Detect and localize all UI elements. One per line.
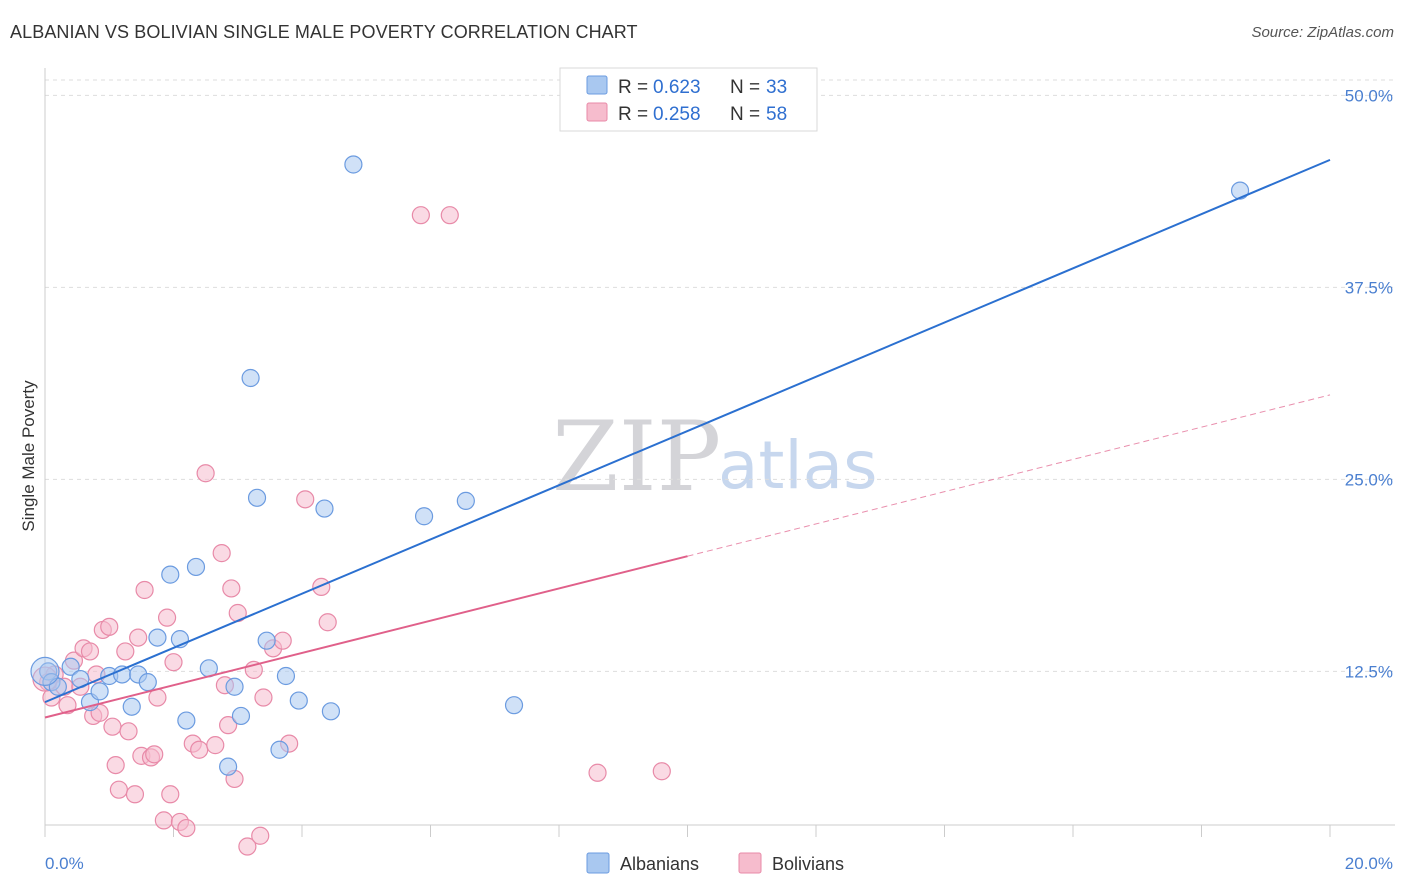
albanian-points (30, 155, 1250, 776)
legend-r-value-bolivians: 0.258 (653, 104, 701, 125)
legend-r-value-albanians: 0.623 (653, 77, 701, 98)
bolivian-trend-extension (687, 394, 1331, 557)
bolivian-trend-line (44, 555, 688, 719)
bolivian-point (103, 717, 122, 736)
bottom-legend-swatch-bolivians (738, 852, 762, 874)
bolivian-point (154, 811, 173, 830)
albanian-point (231, 706, 251, 726)
bottom-legend-albanians: Albanians (620, 854, 699, 874)
bolivian-point (273, 631, 292, 650)
legend-n-label-albanians: N = (730, 77, 760, 98)
x-tick-labels: 0.0% 20.0% (45, 854, 1393, 873)
bolivian-point (206, 736, 225, 755)
x-tick-label: 20.0% (1345, 854, 1393, 873)
bolivian-point (312, 577, 331, 597)
bolivian-point (135, 580, 154, 600)
legend-n-label-bolivians: N = (730, 104, 760, 125)
albanian-point (90, 682, 109, 701)
source-label: Source: ZipAtlas.com (1251, 24, 1394, 41)
bolivian-point (251, 826, 270, 845)
albanian-point (122, 697, 141, 716)
y-tick-label: 25.0% (1345, 470, 1393, 489)
albanian-point (1230, 181, 1250, 200)
bolivian-point (222, 579, 241, 598)
bolivian-point (116, 642, 135, 661)
bolivian-point (145, 745, 164, 764)
bolivian-point (190, 740, 209, 759)
bolivian-point (58, 696, 77, 715)
bolivian-point (652, 762, 671, 781)
bottom-legend-swatch-albanians (586, 852, 610, 874)
bolivian-point (109, 780, 128, 799)
legend-swatch-albanians (586, 75, 608, 95)
chart-title: ALBANIAN VS BOLIVIAN SINGLE MALE POVERTY… (10, 22, 638, 42)
albanian-point (315, 499, 334, 518)
albanian-point (219, 757, 238, 776)
legend-n-value-albanians: 33 (766, 77, 787, 98)
albanian-point (161, 565, 180, 584)
bottom-legend-bolivians: Bolivians (772, 854, 844, 874)
albanian-point (257, 631, 276, 650)
albanian-point (504, 696, 524, 715)
legend-swatch-bolivians (586, 102, 608, 122)
albanian-point (247, 488, 267, 507)
albanian-point (414, 507, 434, 526)
y-tick-label: 37.5% (1345, 278, 1393, 297)
legend-r-label-bolivians: R = (618, 104, 648, 125)
correlation-legend: R = 0.623 N = 33 R = 0.258 N = 58 (559, 67, 818, 132)
bolivian-points (32, 206, 671, 856)
bolivian-point (212, 544, 231, 563)
albanian-point (186, 557, 206, 577)
bolivian-point (296, 490, 315, 509)
watermark-zip: ZIP (552, 401, 721, 513)
albanian-point (61, 657, 80, 676)
bolivian-point (219, 716, 238, 735)
bolivian-point (177, 818, 196, 838)
legend-n-value-bolivians: 58 (766, 104, 787, 125)
albanian-point (344, 155, 363, 174)
albanian-point (289, 691, 308, 710)
bolivian-point (238, 837, 257, 856)
albanian-point (177, 711, 196, 730)
y-axis-label: Single Male Poverty (19, 380, 38, 532)
watermark-atlas: atlas (718, 427, 878, 504)
albanian-point (148, 628, 167, 647)
x-tick-label: 0.0% (45, 854, 84, 873)
albanian-point (276, 666, 296, 686)
bolivian-point (440, 206, 459, 225)
albanian-point (138, 673, 157, 692)
bolivian-point (80, 642, 100, 661)
bolivian-point (129, 628, 148, 647)
bolivian-point (161, 785, 180, 804)
trend-lines (44, 158, 1331, 719)
bolivian-point (254, 688, 273, 707)
bolivian-point (196, 464, 215, 483)
albanian-point (456, 491, 475, 510)
bolivian-point (157, 608, 177, 627)
legend-r-label-albanians: R = (618, 77, 648, 98)
bolivian-point (318, 613, 337, 632)
bolivian-point (119, 722, 138, 741)
albanian-point (321, 702, 341, 721)
bolivian-point (588, 763, 607, 782)
albanian-point (241, 368, 260, 388)
bolivian-point (106, 755, 125, 775)
albanian-trend-line (44, 158, 1331, 704)
y-tick-label: 50.0% (1345, 86, 1393, 105)
bolivian-point (164, 653, 183, 672)
y-tick-labels: 12.5% 25.0% 37.5% 50.0% (1345, 86, 1393, 681)
series-legend: Albanians Bolivians (586, 852, 844, 874)
albanian-point-cluster (30, 656, 60, 686)
bolivian-point (411, 206, 430, 225)
y-tick-label: 12.5% (1345, 662, 1393, 681)
albanian-point (270, 740, 289, 759)
bolivian-point (100, 617, 119, 636)
albanian-point (225, 677, 244, 696)
axes (44, 68, 1395, 837)
bolivian-point (125, 785, 145, 804)
